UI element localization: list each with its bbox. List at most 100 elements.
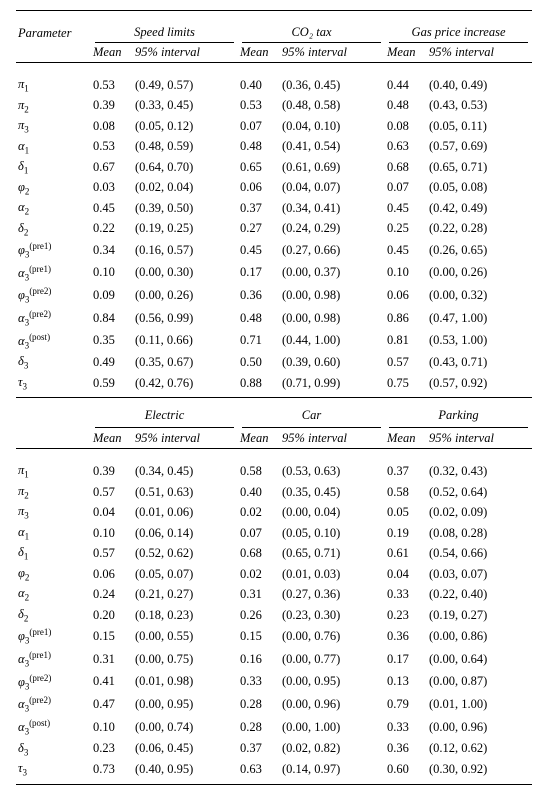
interval-value: (0.00, 0.74) xyxy=(133,716,238,739)
param-label: δ2 xyxy=(16,219,91,240)
table-row: φ3(pre2)0.41(0.01, 0.98)0.33(0.00, 0.95)… xyxy=(16,671,532,694)
mean-value: 0.20 xyxy=(91,605,133,626)
table-row: φ3(pre1)0.15(0.00, 0.55)0.15(0.00, 0.76)… xyxy=(16,625,532,648)
mean-value: 0.58 xyxy=(385,482,427,503)
table-row: α10.10(0.06, 0.14)0.07(0.05, 0.10)0.19(0… xyxy=(16,523,532,544)
interval-value: (0.06, 0.45) xyxy=(133,739,238,760)
interval-value: (0.39, 0.50) xyxy=(133,198,238,219)
mean-header: Mean xyxy=(385,43,427,63)
table-row: δ30.23(0.06, 0.45)0.37(0.02, 0.82)0.36(0… xyxy=(16,739,532,760)
interval-value: (0.57, 0.69) xyxy=(427,137,532,158)
param-label: δ1 xyxy=(16,543,91,564)
table-row: α10.53(0.48, 0.59)0.48(0.41, 0.54)0.63(0… xyxy=(16,137,532,158)
interval-value: (0.00, 0.95) xyxy=(133,693,238,716)
mean-value: 0.48 xyxy=(385,96,427,117)
mean-value: 0.50 xyxy=(238,352,280,373)
mean-value: 0.26 xyxy=(238,605,280,626)
empty xyxy=(16,406,91,425)
param-label: δ1 xyxy=(16,157,91,178)
mean-value: 0.37 xyxy=(385,461,427,482)
mean-value: 0.57 xyxy=(91,482,133,503)
interval-value: (0.14, 0.97) xyxy=(280,759,385,780)
mean-value: 0.28 xyxy=(238,716,280,739)
interval-value: (0.05, 0.12) xyxy=(133,116,238,137)
mean-value: 0.04 xyxy=(91,502,133,523)
table-row: τ30.73(0.40, 0.95)0.63(0.14, 0.97)0.60(0… xyxy=(16,759,532,780)
mean-value: 0.36 xyxy=(385,739,427,760)
param-label: τ3 xyxy=(16,373,91,394)
mean-value: 0.13 xyxy=(385,671,427,694)
param-label: α3(pre1) xyxy=(16,648,91,671)
mean-value: 0.49 xyxy=(91,352,133,373)
interval-value: (0.04, 0.07) xyxy=(280,178,385,199)
mean-value: 0.07 xyxy=(238,523,280,544)
interval-value: (0.54, 0.66) xyxy=(427,543,532,564)
interval-header: 95% interval xyxy=(133,429,238,449)
table-row: α3(pre2)0.47(0.00, 0.95)0.28(0.00, 0.96)… xyxy=(16,693,532,716)
param-label: α3(post) xyxy=(16,330,91,353)
mean-header: Mean xyxy=(385,429,427,449)
table-row: τ30.59(0.42, 0.76)0.88(0.71, 0.99)0.75(0… xyxy=(16,373,532,394)
table-row: α20.45(0.39, 0.50)0.37(0.34, 0.41)0.45(0… xyxy=(16,198,532,219)
group-header-0-1: CO₂ tax xyxy=(238,23,385,42)
mean-value: 0.73 xyxy=(91,759,133,780)
mean-value: 0.04 xyxy=(385,564,427,585)
interval-value: (0.01, 1.00) xyxy=(427,693,532,716)
param-label: α1 xyxy=(16,523,91,544)
interval-value: (0.71, 0.99) xyxy=(280,373,385,394)
interval-value: (0.53, 0.63) xyxy=(280,461,385,482)
mean-value: 0.33 xyxy=(385,584,427,605)
interval-value: (0.00, 0.37) xyxy=(280,262,385,285)
mean-value: 0.75 xyxy=(385,373,427,394)
mean-value: 0.33 xyxy=(238,671,280,694)
mean-header: Mean xyxy=(91,43,133,63)
param-label: π3 xyxy=(16,116,91,137)
mean-value: 0.23 xyxy=(385,605,427,626)
interval-value: (0.49, 0.57) xyxy=(133,75,238,96)
param-label: π2 xyxy=(16,96,91,117)
param-label: φ2 xyxy=(16,178,91,199)
interval-value: (0.27, 0.66) xyxy=(280,239,385,262)
interval-value: (0.35, 0.67) xyxy=(133,352,238,373)
mean-value: 0.63 xyxy=(238,759,280,780)
mean-value: 0.08 xyxy=(385,116,427,137)
table-row: δ30.49(0.35, 0.67)0.50(0.39, 0.60)0.57(0… xyxy=(16,352,532,373)
interval-value: (0.03, 0.07) xyxy=(427,564,532,585)
interval-value: (0.00, 0.64) xyxy=(427,648,532,671)
mean-value: 0.10 xyxy=(91,716,133,739)
mean-value: 0.37 xyxy=(238,739,280,760)
mean-value: 0.23 xyxy=(91,739,133,760)
interval-value: (0.52, 0.62) xyxy=(133,543,238,564)
mean-value: 0.71 xyxy=(238,330,280,353)
param-label: τ3 xyxy=(16,759,91,780)
param-label: α3(pre1) xyxy=(16,262,91,285)
interval-value: (0.00, 0.86) xyxy=(427,625,532,648)
interval-value: (0.00, 0.26) xyxy=(427,262,532,285)
mean-value: 0.61 xyxy=(385,543,427,564)
interval-value: (0.01, 0.98) xyxy=(133,671,238,694)
table-row: α3(pre2)0.84(0.56, 0.99)0.48(0.00, 0.98)… xyxy=(16,307,532,330)
mean-value: 0.17 xyxy=(238,262,280,285)
mean-value: 0.06 xyxy=(385,284,427,307)
interval-value: (0.00, 0.96) xyxy=(280,693,385,716)
interval-value: (0.53, 1.00) xyxy=(427,330,532,353)
interval-value: (0.02, 0.82) xyxy=(280,739,385,760)
mean-value: 0.48 xyxy=(238,307,280,330)
mean-value: 0.63 xyxy=(385,137,427,158)
interval-value: (0.06, 0.14) xyxy=(133,523,238,544)
interval-value: (0.26, 0.65) xyxy=(427,239,532,262)
interval-header: 95% interval xyxy=(427,43,532,63)
interval-value: (0.57, 0.92) xyxy=(427,373,532,394)
param-label: φ3(pre2) xyxy=(16,671,91,694)
interval-value: (0.43, 0.53) xyxy=(427,96,532,117)
table-row: α3(post)0.35(0.11, 0.66)0.71(0.44, 1.00)… xyxy=(16,330,532,353)
mean-value: 0.47 xyxy=(91,693,133,716)
mean-value: 0.07 xyxy=(385,178,427,199)
mean-value: 0.67 xyxy=(91,157,133,178)
table-row: π20.39(0.33, 0.45)0.53(0.48, 0.58)0.48(0… xyxy=(16,96,532,117)
param-label: δ3 xyxy=(16,352,91,373)
interval-value: (0.04, 0.10) xyxy=(280,116,385,137)
interval-value: (0.52, 0.64) xyxy=(427,482,532,503)
table-row: α20.24(0.21, 0.27)0.31(0.27, 0.36)0.33(0… xyxy=(16,584,532,605)
interval-value: (0.36, 0.45) xyxy=(280,75,385,96)
